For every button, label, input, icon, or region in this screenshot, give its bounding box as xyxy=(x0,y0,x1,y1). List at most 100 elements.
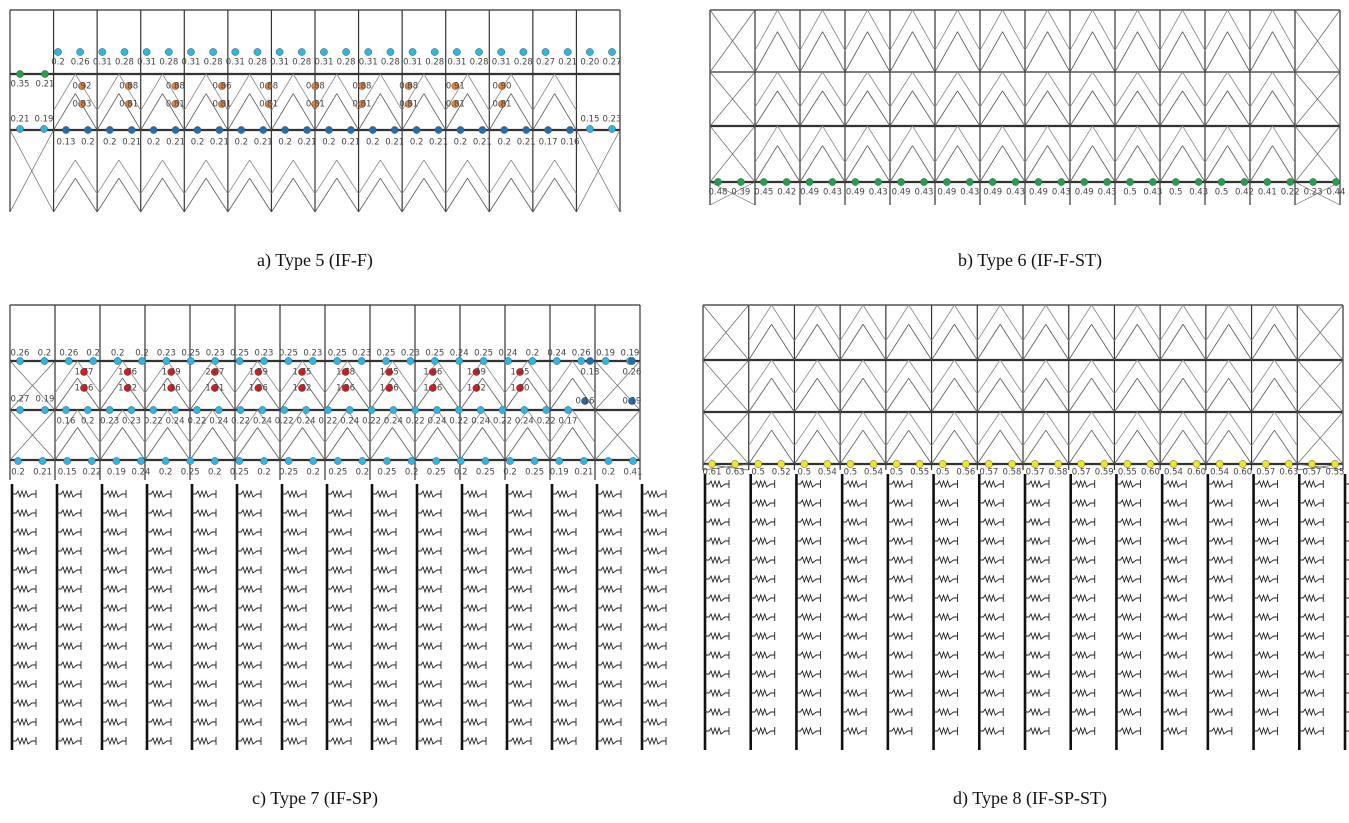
hinge-label: 0.58 xyxy=(1049,468,1068,478)
frame-line xyxy=(1274,430,1297,464)
hinge-label: 0.25 xyxy=(525,468,544,478)
frame-line xyxy=(868,72,891,107)
spring xyxy=(1299,594,1323,602)
frame-line xyxy=(1070,10,1093,50)
frame-line xyxy=(932,324,955,360)
frame-line xyxy=(1048,72,1071,107)
spring xyxy=(102,604,126,612)
hinge-label: 0.15 xyxy=(581,115,600,125)
spring xyxy=(1299,537,1323,545)
hinge-dot xyxy=(475,48,482,55)
spring xyxy=(102,737,126,745)
spring xyxy=(705,613,729,621)
frame-line xyxy=(235,428,258,461)
hinge-dot xyxy=(162,457,169,464)
hinge-dot xyxy=(84,126,91,133)
hinge-label: 0.43 xyxy=(1189,188,1208,198)
frame-line xyxy=(550,428,573,461)
hinge-label: 0.49 xyxy=(800,188,819,198)
frame-line xyxy=(823,72,846,107)
spring xyxy=(1162,651,1186,659)
spring xyxy=(417,661,441,669)
frame-line xyxy=(141,74,163,110)
hinge-label: 0.43 xyxy=(823,188,842,198)
frame-line xyxy=(1048,10,1071,50)
hinge-dot xyxy=(16,125,23,132)
frame-line xyxy=(1273,126,1296,162)
spring xyxy=(282,623,306,631)
spring xyxy=(1254,537,1278,545)
hinge-dot xyxy=(564,406,571,413)
hinge-label: 0.27 xyxy=(603,58,622,68)
hinge-label: 0.2 xyxy=(366,138,380,148)
spring xyxy=(147,547,171,555)
spring xyxy=(796,670,820,678)
hinge-label: 0.2 xyxy=(306,468,320,478)
hinge-label: 0.2 xyxy=(356,468,370,478)
hinge-label: 0.86 xyxy=(213,82,232,92)
spring xyxy=(462,699,486,707)
spring xyxy=(1116,499,1140,507)
spring xyxy=(12,699,36,707)
spring xyxy=(842,480,866,488)
frame-line xyxy=(163,178,185,212)
hinge-dot xyxy=(390,406,397,413)
hinge-label: 1.78 xyxy=(336,368,355,378)
spring xyxy=(1071,613,1095,621)
spring xyxy=(192,528,216,536)
frame-line xyxy=(749,305,772,341)
frame-line xyxy=(817,430,840,464)
spring xyxy=(1025,594,1049,602)
hinge-dot xyxy=(172,126,179,133)
hinge-dot xyxy=(211,457,218,464)
spring xyxy=(1254,594,1278,602)
spring xyxy=(597,718,621,726)
spring xyxy=(979,480,1003,488)
hinge-label: 0.55 xyxy=(1118,468,1137,478)
hinge-label: 0.2 xyxy=(86,349,100,359)
spring xyxy=(1071,632,1095,640)
frame-line xyxy=(800,72,823,107)
hinge-label: 0.5 xyxy=(890,468,904,478)
frame-line xyxy=(424,178,446,212)
spring xyxy=(751,632,775,640)
spring xyxy=(192,718,216,726)
spring xyxy=(462,680,486,688)
spring xyxy=(1208,594,1232,602)
frame-line xyxy=(909,324,932,360)
spring xyxy=(642,604,666,612)
hinge-dot xyxy=(586,357,593,364)
spring xyxy=(372,547,396,555)
spring xyxy=(934,480,958,488)
spring xyxy=(888,575,912,583)
frame-line xyxy=(958,10,981,50)
frame-line xyxy=(1000,324,1023,360)
spring xyxy=(1162,632,1186,640)
spring xyxy=(642,509,666,517)
frame-line xyxy=(1183,32,1206,72)
frame-line xyxy=(250,160,272,194)
spring xyxy=(934,518,958,526)
panel-caption: c) Type 7 (IF-SP) xyxy=(252,788,378,809)
frame-line xyxy=(1046,324,1069,360)
spring xyxy=(597,509,621,517)
spring xyxy=(751,594,775,602)
spring xyxy=(12,509,36,517)
frame-line xyxy=(1160,430,1183,464)
frame-line xyxy=(977,412,1000,446)
hinge-dot xyxy=(281,406,288,413)
spring xyxy=(192,642,216,650)
frame-line xyxy=(954,324,977,360)
frame-line xyxy=(1183,430,1206,464)
hinge-label: 0.57 xyxy=(1256,468,1275,478)
spring xyxy=(282,699,306,707)
spring xyxy=(597,642,621,650)
frame-line xyxy=(954,430,977,464)
frame-line xyxy=(190,428,213,461)
spring xyxy=(282,661,306,669)
hinge-label: 0.19 xyxy=(550,468,569,478)
spring xyxy=(1162,613,1186,621)
spring xyxy=(705,518,729,526)
spring xyxy=(327,718,351,726)
hinge-label: 0.28 xyxy=(425,58,444,68)
